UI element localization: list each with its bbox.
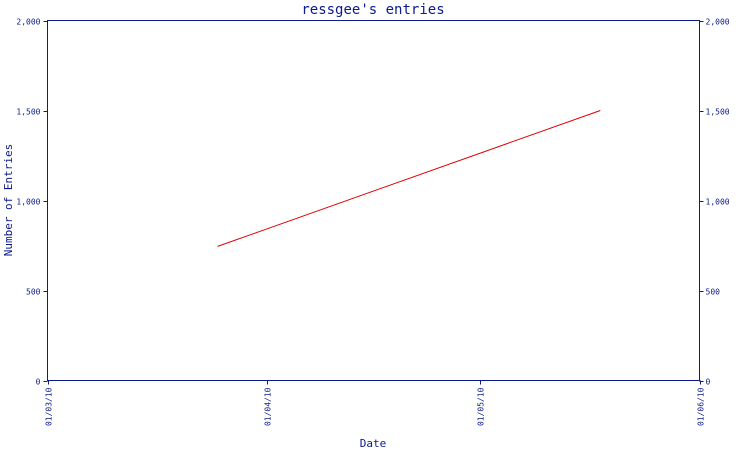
chart-title: ressgee's entries — [301, 2, 444, 18]
y-axis-right: 0 500 1,000 1,500 2,000 — [699, 18, 730, 387]
y-tick-label-right: 500 — [706, 288, 721, 297]
y-tick-label-left: 1,500 — [16, 108, 40, 117]
plot-frame — [47, 20, 700, 381]
x-axis: 01/03/10 01/04/10 01/05/10 01/06/10 — [45, 380, 706, 426]
y-tick-label-left: 1,000 — [16, 198, 40, 207]
y-tick-label-left: 500 — [26, 288, 41, 297]
series-line — [217, 110, 601, 247]
x-tick-label: 01/03/10 — [45, 387, 54, 426]
x-tick-label: 01/06/10 — [697, 387, 706, 426]
y-tick-label-right: 1,000 — [706, 198, 730, 207]
series-group — [217, 110, 601, 247]
x-axis-label: Date — [360, 437, 387, 450]
y-axis-left: 0 500 1,000 1,500 2,000 — [16, 18, 48, 387]
y-tick-label-right: 0 — [706, 378, 711, 387]
y-tick-label-right: 2,000 — [706, 18, 730, 27]
x-tick-label: 01/05/10 — [477, 387, 486, 426]
y-tick-label-right: 1,500 — [706, 108, 730, 117]
y-tick-label-left: 2,000 — [16, 18, 40, 27]
y-axis-label: Number of Entries — [2, 144, 15, 257]
x-tick-label: 01/04/10 — [264, 387, 273, 426]
y-tick-label-left: 0 — [36, 378, 41, 387]
